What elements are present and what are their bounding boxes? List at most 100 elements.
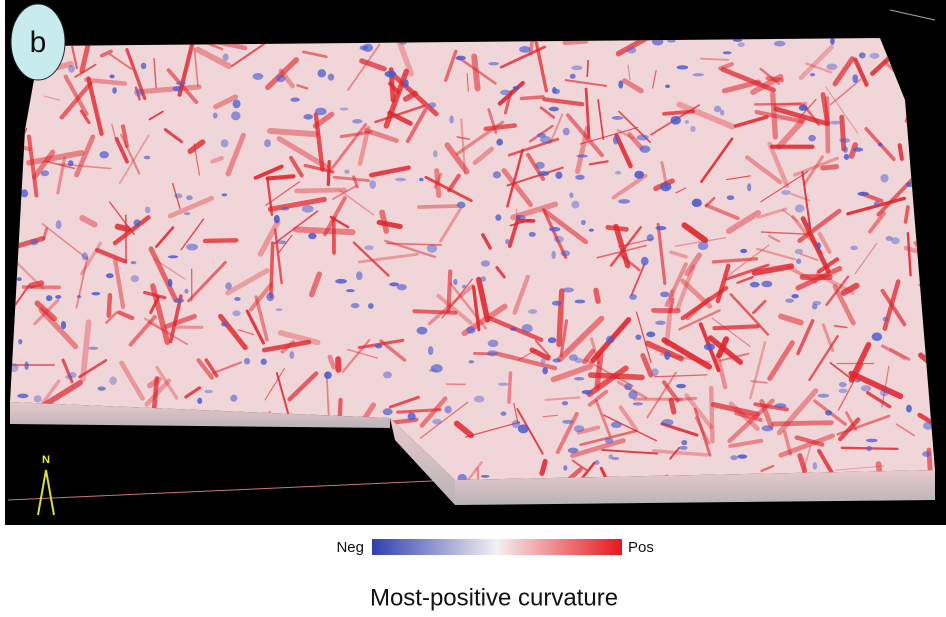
trough-spot (857, 192, 869, 196)
ridge-streak (270, 131, 316, 134)
trough-spot (781, 190, 791, 195)
trough-spot (61, 321, 66, 329)
trough-spot (671, 116, 681, 125)
trough-spot (433, 150, 437, 157)
trough-spot (204, 390, 213, 393)
trough-spot (417, 327, 428, 335)
trough-spot (618, 80, 623, 88)
trough-spot (537, 133, 546, 138)
ridge-streak (711, 388, 712, 441)
trough-spot (878, 143, 883, 147)
trough-spot (134, 219, 141, 226)
trough-spot (466, 326, 475, 333)
trough-spot (18, 339, 22, 344)
trough-spot (516, 215, 526, 220)
trough-spot (352, 119, 362, 123)
trough-spot (594, 460, 599, 465)
colorbar-min-label: Neg (336, 539, 364, 556)
trough-spot (289, 351, 294, 359)
trough-spot (344, 170, 349, 174)
trough-spot (495, 214, 501, 221)
trough-spot (68, 160, 74, 166)
trough-spot (112, 87, 117, 94)
trough-spot (223, 53, 229, 60)
trough-spot (870, 53, 880, 59)
trough-spot (609, 454, 614, 459)
trough-spot (813, 462, 818, 470)
trough-spot (383, 372, 392, 379)
trough-spot (568, 448, 579, 454)
trough-spot (681, 440, 687, 445)
trough-spot (838, 389, 847, 393)
trough-spot (69, 372, 77, 378)
trough-spot (213, 112, 218, 118)
trough-spot (679, 446, 687, 450)
trough-spot (404, 79, 409, 88)
trough-spot (738, 42, 745, 47)
ridge-streak (414, 311, 455, 313)
trough-spot (315, 108, 327, 116)
ridge-streak (677, 398, 696, 399)
trough-spot (574, 425, 585, 432)
trough-spot (855, 379, 860, 383)
ridge-streak (109, 295, 110, 315)
trough-spot (303, 114, 313, 120)
trough-spot (761, 281, 772, 287)
trough-spot (266, 292, 274, 301)
trough-spot (276, 75, 285, 83)
trough-spot (618, 199, 630, 204)
caption: Most-positive curvature (370, 584, 618, 611)
trough-spot (221, 322, 228, 327)
trough-spot (872, 333, 883, 341)
trough-spot (676, 384, 686, 388)
trough-spot (144, 156, 151, 160)
trough-spot (274, 215, 280, 223)
trough-spot (474, 396, 485, 403)
trough-spot (704, 343, 715, 350)
trough-spot (184, 212, 190, 215)
ridge-streak (271, 243, 273, 296)
trough-spot (174, 298, 184, 303)
trough-spot (882, 317, 887, 322)
trough-spot (173, 86, 182, 91)
trough-spot (383, 408, 393, 415)
ridge-streak (297, 190, 345, 191)
trough-spot (906, 405, 912, 413)
trough-spot (368, 303, 374, 309)
trough-spot (576, 155, 588, 158)
trough-spot (17, 394, 28, 399)
trough-spot (611, 422, 622, 428)
trough-spot (77, 295, 81, 298)
figure: b N Neg Pos Most-positive curvature (0, 0, 946, 617)
trough-spot (290, 98, 299, 102)
trough-spot (462, 285, 466, 289)
trough-spot (774, 41, 786, 47)
trough-spot (432, 419, 442, 425)
trough-spot (551, 251, 555, 259)
trough-spot (364, 245, 373, 250)
trough-spot (552, 358, 560, 362)
trough-spot (444, 406, 451, 414)
trough-spot (542, 367, 548, 374)
trough-spot (24, 361, 28, 370)
trough-spot (505, 239, 509, 244)
trough-spot (562, 420, 574, 424)
trough-spot (395, 178, 406, 182)
trough-spot (664, 351, 670, 360)
trough-spot (528, 309, 537, 314)
north-label: N (42, 454, 50, 466)
panel-label: b (30, 26, 47, 59)
trough-spot (549, 227, 561, 232)
trough-spot (340, 108, 349, 111)
ridge-streak (773, 94, 776, 137)
ridge-streak (419, 206, 457, 207)
trough-spot (455, 56, 465, 61)
trough-spot (174, 193, 182, 198)
trough-spot (264, 139, 271, 147)
trough-spot (799, 105, 808, 111)
trough-spot (457, 202, 466, 209)
trough-spot (253, 73, 264, 80)
trough-spot (570, 74, 576, 79)
trough-spot (795, 204, 805, 212)
trough-spot (628, 390, 637, 399)
